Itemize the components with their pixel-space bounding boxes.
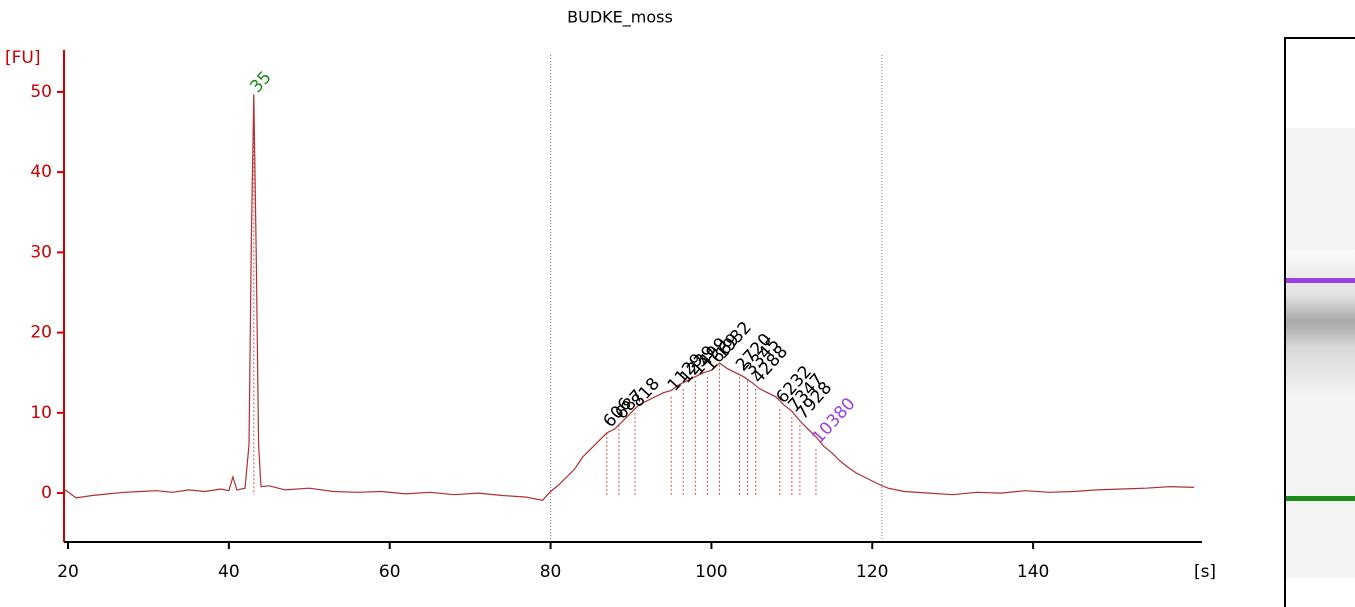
y-tick-label: 50	[30, 82, 52, 102]
y-tick-label: 10	[30, 403, 52, 423]
x-tick-label: 60	[379, 562, 401, 582]
x-tick-label: 120	[856, 562, 888, 582]
x-tick-label: 80	[540, 562, 562, 582]
chart-title: BUDKE_moss	[567, 8, 673, 28]
peak-label: 35	[246, 68, 275, 97]
gel-smear	[1286, 250, 1355, 400]
gel-upper-marker	[1286, 278, 1355, 283]
y-tick-label: 30	[30, 242, 52, 262]
y-tick-label: 0	[41, 483, 52, 503]
x-axis-label: [s]	[1194, 562, 1216, 582]
x-tick-label: 40	[218, 562, 240, 582]
y-tick-label: 20	[30, 323, 52, 343]
x-tick-label: 20	[57, 562, 79, 582]
trace	[63, 94, 1195, 501]
y-tick-label: 40	[30, 162, 52, 182]
y-axis-label: [FU]	[5, 48, 41, 68]
x-tick-label: 100	[695, 562, 727, 582]
gel-lower-marker	[1286, 496, 1355, 501]
gel-lane	[1284, 37, 1355, 607]
x-tick-label: 140	[1017, 562, 1049, 582]
